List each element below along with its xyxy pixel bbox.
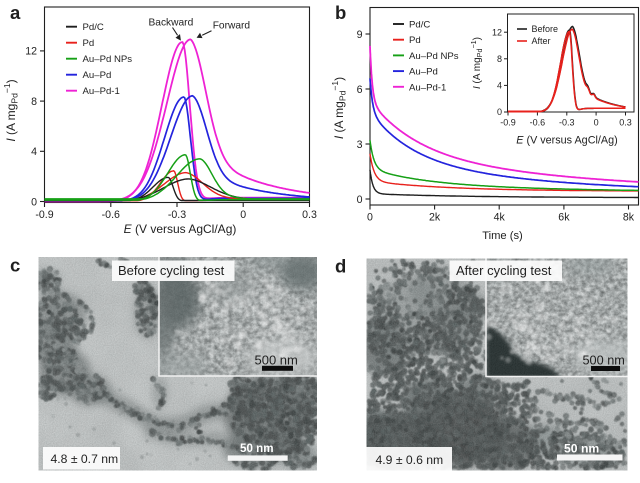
- svg-text:Pd: Pd: [83, 38, 95, 49]
- svg-text:Au–Pd: Au–Pd: [409, 67, 438, 78]
- svg-text:12: 12: [25, 46, 37, 58]
- svg-text:4k: 4k: [494, 212, 506, 224]
- svg-text:12: 12: [492, 27, 502, 37]
- svg-text:Au–Pd NPs: Au–Pd NPs: [409, 51, 459, 62]
- svg-text:Forward: Forward: [213, 21, 251, 32]
- svg-text:3: 3: [357, 139, 363, 151]
- svg-text:E (V versus AgCl/Ag): E (V versus AgCl/Ag): [516, 135, 617, 147]
- svg-text:E (V versus AgCl/Ag): E (V versus AgCl/Ag): [124, 222, 237, 236]
- svg-text:0: 0: [357, 194, 363, 206]
- svg-text:8: 8: [497, 54, 502, 64]
- svg-text:-0.6: -0.6: [530, 118, 546, 128]
- svg-text:After: After: [532, 36, 551, 46]
- svg-text:0: 0: [594, 118, 599, 128]
- svg-text:a: a: [10, 2, 21, 23]
- svg-text:Backward: Backward: [149, 17, 194, 28]
- svg-text:Pd/C: Pd/C: [409, 20, 430, 31]
- svg-text:c: c: [10, 255, 20, 276]
- svg-text:9: 9: [357, 29, 363, 41]
- svg-text:2k: 2k: [429, 212, 441, 224]
- svg-text:-0.3: -0.3: [168, 209, 186, 221]
- svg-text:-0.6: -0.6: [102, 209, 120, 221]
- svg-text:50 nm: 50 nm: [240, 442, 274, 455]
- svg-text:0.3: 0.3: [302, 209, 317, 221]
- svg-text:0: 0: [31, 196, 37, 208]
- svg-text:Before: Before: [532, 24, 559, 34]
- svg-text:6k: 6k: [558, 212, 570, 224]
- svg-text:Au–Pd-1: Au–Pd-1: [409, 82, 446, 93]
- svg-text:Pd: Pd: [409, 35, 421, 46]
- svg-text:-0.9: -0.9: [500, 118, 516, 128]
- svg-text:4: 4: [31, 146, 37, 158]
- svg-text:8k: 8k: [623, 212, 635, 224]
- svg-text:Au–Pd: Au–Pd: [83, 70, 112, 81]
- svg-text:4.8 ± 0.7 nm: 4.8 ± 0.7 nm: [51, 452, 119, 466]
- svg-text:Time (s): Time (s): [482, 230, 523, 242]
- svg-text:Au–Pd-1: Au–Pd-1: [83, 86, 120, 97]
- svg-text:0: 0: [240, 209, 246, 221]
- svg-text:8: 8: [31, 96, 37, 108]
- svg-text:b: b: [335, 2, 346, 23]
- svg-text:0: 0: [497, 107, 502, 117]
- svg-text:Pd/C: Pd/C: [83, 22, 104, 33]
- svg-text:4: 4: [497, 81, 502, 91]
- svg-text:-0.9: -0.9: [35, 209, 53, 221]
- svg-text:-0.3: -0.3: [559, 118, 575, 128]
- svg-text:Au–Pd NPs: Au–Pd NPs: [83, 54, 133, 65]
- svg-text:6: 6: [357, 84, 363, 96]
- svg-text:0.3: 0.3: [619, 118, 632, 128]
- svg-text:Before cycling test: Before cycling test: [118, 263, 225, 278]
- svg-text:0: 0: [367, 212, 373, 224]
- svg-text:500 nm: 500 nm: [255, 352, 298, 367]
